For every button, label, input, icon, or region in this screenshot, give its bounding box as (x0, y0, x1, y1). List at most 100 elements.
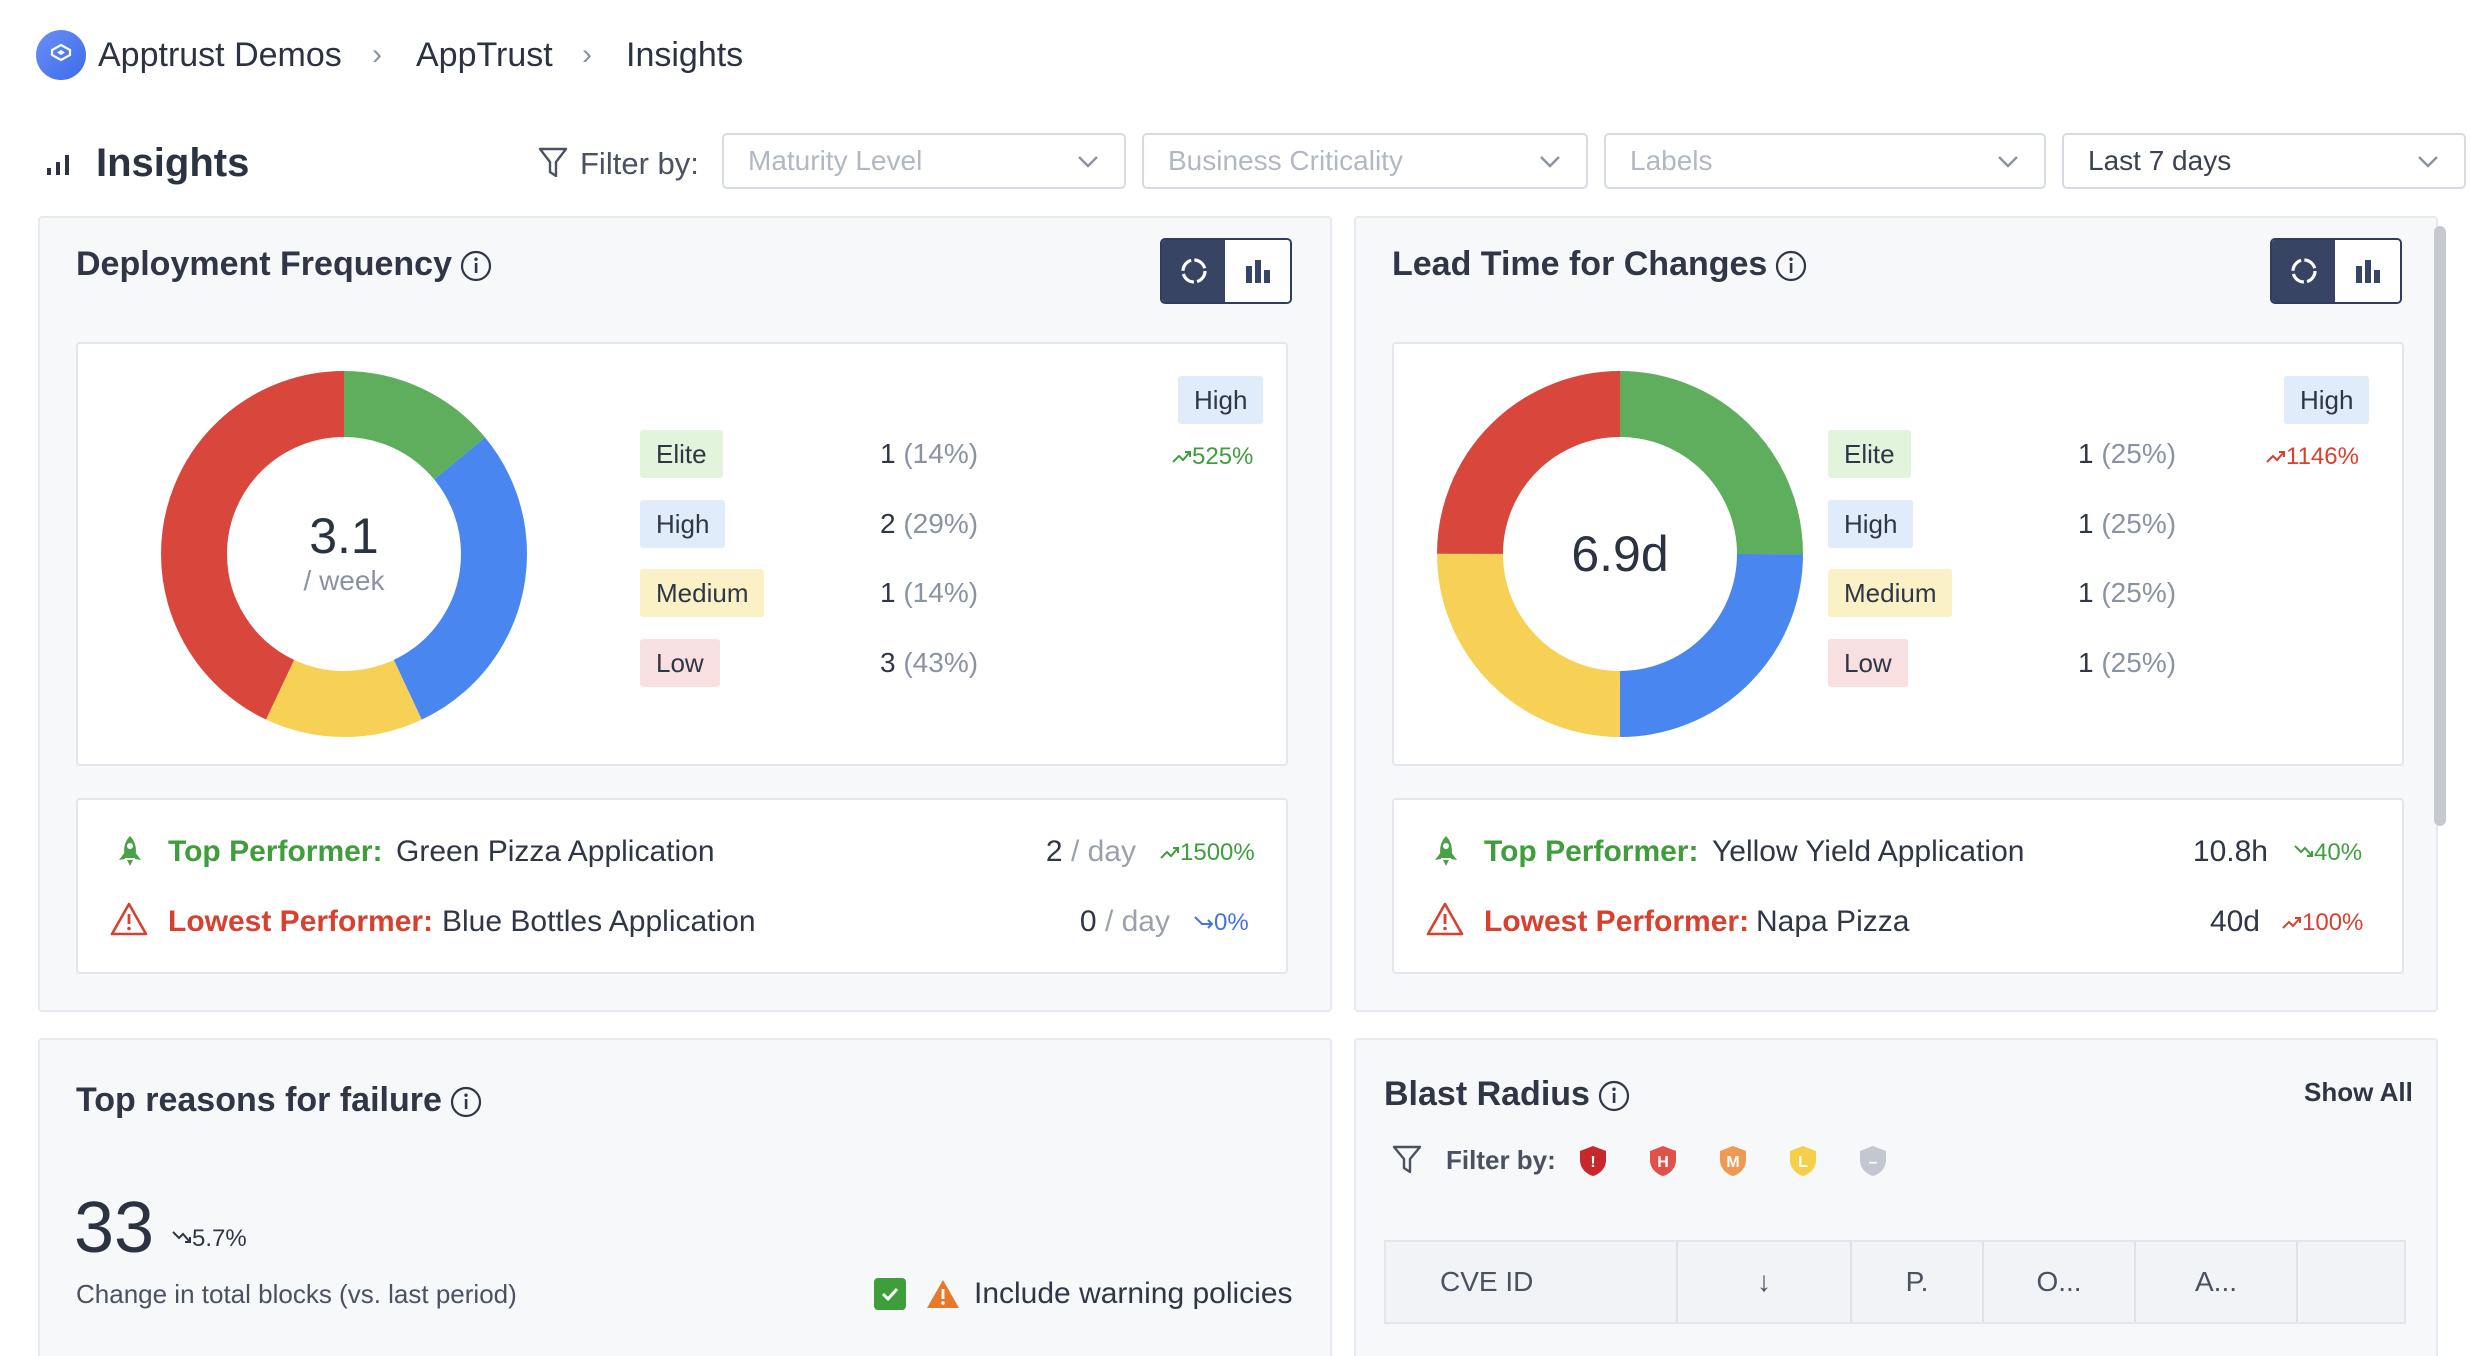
sort-arrow-icon[interactable]: ↓ (1678, 1242, 1852, 1322)
level-percent: (29%) (903, 508, 979, 539)
warning-triangle-icon (1426, 902, 1464, 936)
chevron-down-icon (1998, 156, 2018, 168)
donut-segment-high[interactable] (1437, 371, 1803, 737)
time-period-value: Last 7 days (2088, 145, 2232, 176)
page-scrollbar[interactable] (2434, 226, 2446, 826)
blast-filter-label: Filter by: (1446, 1145, 1556, 1175)
value-unit: / day (1104, 905, 1170, 938)
trend-value: 100% (2302, 909, 2364, 936)
level-count: 1 (2078, 508, 2094, 539)
maturity-level-select[interactable]: Maturity Level (722, 133, 1126, 189)
level-count: 3 (880, 647, 896, 678)
donut-segment-low[interactable] (1437, 371, 1803, 737)
info-icon[interactable] (450, 1086, 482, 1118)
level-percent: (25%) (2101, 508, 2177, 539)
lowest-performer-label: Lowest Performer: (1484, 905, 1750, 938)
time-period-select[interactable]: Last 7 days (2062, 133, 2466, 189)
column-header-o[interactable]: O... (1984, 1242, 2136, 1322)
column-header-a[interactable]: A... (2136, 1242, 2298, 1322)
column-header-empty (2298, 1242, 2404, 1322)
level-count: 1 (2078, 577, 2094, 608)
level-badge-elite: Elite (1828, 430, 1911, 478)
trend-value: 525% (1192, 443, 1254, 470)
level-badge-medium: Medium (1828, 569, 1953, 617)
blast-radius-title: Blast Radius (1384, 1072, 1630, 1116)
trend-value: 1500% (1180, 839, 1255, 866)
show-all-link[interactable]: Show All (2304, 1077, 2413, 1107)
maturity-level-placeholder: Maturity Level (748, 145, 923, 176)
donut-view-button[interactable] (2272, 240, 2336, 302)
level-count-medium: 1 (14%) (880, 573, 978, 613)
chart-view-toggle[interactable] (1160, 238, 1292, 304)
total-blocks-caption: Change in total blocks (vs. last period) (76, 1279, 517, 1309)
bar-view-button[interactable] (1225, 240, 1290, 302)
critical-severity-shield-icon[interactable]: ! (1578, 1144, 1608, 1178)
column-header-cve-id[interactable]: CVE ID (1386, 1242, 1678, 1322)
trend-up-icon (2282, 917, 2301, 929)
donut-icon (2290, 258, 2317, 284)
level-count-low: 3 (43%) (880, 643, 978, 683)
chart-view-toggle[interactable] (2270, 238, 2402, 304)
info-icon[interactable] (460, 250, 492, 282)
top-performer-name[interactable]: Green Pizza Application (396, 835, 715, 868)
lowest-performer-label: Lowest Performer: (168, 905, 434, 938)
column-header-p[interactable]: P. (1852, 1242, 1984, 1322)
breadcrumb-item-apptrust[interactable]: AppTrust (416, 36, 553, 74)
medium-severity-shield-icon[interactable]: M (1718, 1144, 1748, 1178)
bar-chart-icon (1245, 260, 1270, 283)
blast-radius-table-header: CVE ID ↓ P. O... A... (1384, 1240, 2406, 1324)
business-criticality-select[interactable]: Business Criticality (1142, 133, 1588, 189)
value-number: 0 (1079, 905, 1097, 938)
chevron-right-icon: › (372, 38, 382, 71)
total-blocks-value: 33 (74, 1188, 155, 1268)
level-percent: (14%) (903, 577, 979, 608)
level-count-elite: 1 (14%) (880, 434, 978, 474)
filter-icon (1392, 1145, 1422, 1174)
chevron-down-icon (2418, 156, 2438, 168)
trend-up-icon (1160, 847, 1179, 859)
top-performer-name[interactable]: Yellow Yield Application (1712, 835, 2025, 868)
include-warning-label[interactable]: Include warning policies (974, 1277, 1293, 1310)
info-icon[interactable] (1598, 1080, 1630, 1112)
filter-icon (538, 146, 568, 185)
apptrust-logo-icon[interactable] (36, 30, 86, 80)
donut-view-button[interactable] (1162, 240, 1226, 302)
value-unit: / day (1070, 835, 1136, 868)
breadcrumb-item-insights: Insights (626, 36, 744, 74)
donut-segment-medium[interactable] (1437, 371, 1803, 737)
unknown-severity-shield-icon[interactable]: – (1858, 1144, 1888, 1178)
deployment-frequency-center-value: 3.1 (309, 508, 379, 564)
labels-placeholder: Labels (1630, 145, 1713, 176)
checkmark-icon (881, 1287, 899, 1302)
bar-view-button[interactable] (2335, 240, 2400, 302)
breadcrumb-item-project[interactable]: Apptrust Demos (98, 36, 342, 74)
low-severity-shield-icon[interactable]: L (1788, 1144, 1818, 1178)
trend-up-icon (1172, 451, 1191, 463)
level-badge-low: Low (1828, 639, 1908, 687)
donut-segment-high[interactable] (161, 371, 527, 737)
include-warning-checkbox[interactable] (874, 1278, 906, 1310)
level-badge-low: Low (640, 639, 720, 687)
level-count: 2 (880, 508, 896, 539)
donut-segment-medium[interactable] (161, 371, 527, 737)
donut-icon (1180, 258, 1207, 284)
lead-time-center-value: 6.9d (1571, 526, 1669, 582)
chevron-down-icon (1540, 156, 1560, 168)
level-count: 1 (880, 577, 896, 608)
high-severity-shield-icon[interactable]: H (1648, 1144, 1678, 1178)
lowest-performer-name[interactable]: Napa Pizza (1756, 905, 1910, 938)
level-count: 1 (2078, 647, 2094, 678)
trend-flat-icon (1194, 916, 1214, 929)
lowest-performer-name[interactable]: Blue Bottles Application (442, 905, 756, 938)
level-badge-high: High (640, 500, 726, 548)
info-icon[interactable] (1775, 250, 1807, 282)
level-badge-elite: Elite (640, 430, 723, 478)
lead-time-donut-chart (1437, 371, 1803, 737)
severity-letter: H (1657, 1154, 1669, 1171)
labels-select[interactable]: Labels (1604, 133, 2046, 189)
blast-radius-title-text: Blast Radius (1384, 1075, 1590, 1113)
level-percent: (25%) (2101, 577, 2177, 608)
warning-triangle-icon (110, 902, 148, 936)
donut-segment-low[interactable] (161, 371, 527, 737)
top-performer-value: 2 / day (1020, 832, 1136, 872)
